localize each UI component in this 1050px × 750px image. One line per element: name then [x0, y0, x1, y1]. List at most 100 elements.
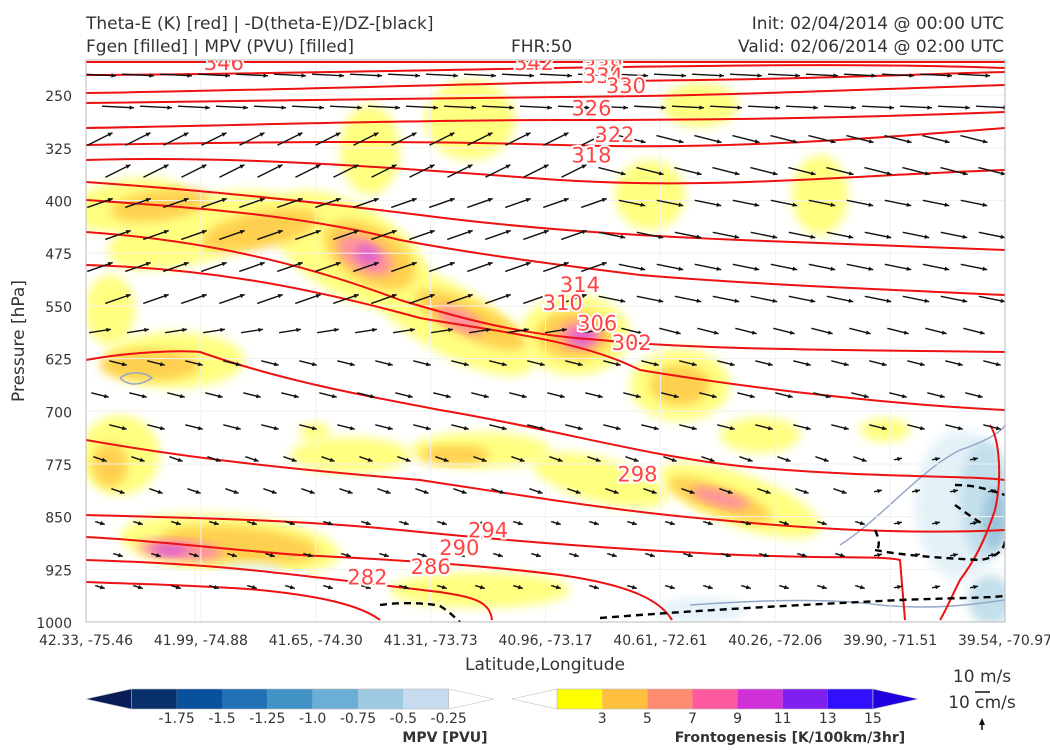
- wind-vector-head: [973, 520, 978, 526]
- wind-vector-head: [859, 521, 865, 526]
- wind-vector-head: [433, 105, 438, 110]
- wind-vector-head: [353, 229, 359, 235]
- wind-vector-head: [233, 489, 239, 494]
- wind-vector-head: [471, 105, 476, 110]
- wind-vector-head: [734, 298, 740, 303]
- wind-vector-head: [293, 393, 299, 399]
- wind-vector-head: [182, 327, 187, 333]
- wind-vector-head: [792, 202, 798, 207]
- wind-vector-head: [707, 521, 713, 526]
- wind-vector: [557, 105, 591, 109]
- y-tick-label: 400: [45, 195, 72, 211]
- wind-vector-head: [915, 552, 920, 558]
- wind-vector-head: [640, 202, 646, 207]
- wind-vector-head: [868, 202, 874, 207]
- wind-vector-head: [183, 261, 189, 267]
- wind-vector: [957, 73, 991, 77]
- wind-vector-head: [179, 393, 185, 399]
- wind-vector-head: [201, 164, 207, 169]
- terrain-mask: [87, 571, 307, 621]
- x-axis-label: Latitude,Longitude: [465, 655, 625, 675]
- wind-vector-head: [119, 489, 125, 494]
- wind-vector-head: [411, 261, 417, 267]
- wind-vector-head: [505, 293, 511, 299]
- wind-vector: [691, 73, 725, 77]
- wind-vector-head: [167, 105, 172, 110]
- wind-vector-head: [445, 393, 451, 399]
- wind-vector-head: [557, 457, 563, 462]
- x-tick-label: 40.96, -73.17: [498, 633, 592, 649]
- wind-vector-head: [871, 73, 876, 78]
- theta-e-label: 342: [514, 51, 554, 75]
- wind-vector-head: [810, 234, 816, 239]
- wind-vector-head: [863, 393, 869, 399]
- theta-e-contour: [86, 514, 906, 621]
- theta-e-contour: [86, 60, 1005, 64]
- wind-vector-head: [555, 585, 561, 590]
- wind-vector-head: [631, 585, 637, 590]
- theta-e-contour: [86, 64, 1005, 76]
- wind-vector: [581, 132, 607, 146]
- wind-vector-head: [253, 457, 259, 462]
- theta-e-label: 330: [606, 74, 646, 98]
- stability-contour: [954, 504, 986, 527]
- wind-vector-head: [947, 73, 952, 78]
- wind-vector-head: [927, 105, 932, 110]
- wind-vector: [618, 134, 646, 144]
- fill-blob: [983, 490, 1005, 550]
- wind-vector-head: [453, 73, 458, 78]
- wind-vector-head: [671, 457, 677, 462]
- wind-vector-head: [669, 521, 675, 526]
- wind-vector-head: [387, 425, 393, 431]
- wind-vector-head: [373, 132, 379, 137]
- wind-vector: [864, 166, 892, 176]
- vector-key: 10 m/s 10 cm/s: [948, 667, 1016, 730]
- wind-vector-head: [289, 585, 295, 590]
- wind-vector-head: [106, 327, 111, 333]
- wind-vector-head: [273, 425, 279, 431]
- wind-vector-head: [329, 457, 335, 462]
- wind-vector: [197, 73, 231, 77]
- wind-vector-head: [691, 425, 697, 431]
- wind-vector-head: [658, 298, 664, 303]
- wind-vector-head: [658, 234, 664, 239]
- init-time: Init: 02/04/2014 @ 00:00 UTC: [751, 14, 1004, 34]
- wind-vector-head: [345, 553, 351, 558]
- wind-vector-head: [175, 521, 181, 526]
- vector-key-vertical-label: 10 cm/s: [948, 693, 1016, 713]
- fill-blob: [615, 160, 685, 230]
- wind-vector-head: [678, 202, 684, 207]
- wind-vector-head: [821, 585, 827, 590]
- wind-vector-head: [658, 171, 664, 176]
- wind-vector-head: [985, 73, 990, 78]
- wind-vector-head: [467, 229, 473, 235]
- wind-vector-head: [919, 425, 925, 431]
- wind-vector-head: [149, 73, 154, 78]
- wind-vector-head: [661, 105, 666, 110]
- wind-vector-head: [327, 521, 333, 526]
- wind-vector-head: [373, 197, 379, 203]
- wind-vector-head: [635, 393, 641, 399]
- wind-vector-head: [696, 171, 702, 176]
- wind-vector-head: [729, 425, 735, 431]
- wind-vector-head: [615, 425, 621, 431]
- wind-vector-head: [521, 393, 527, 399]
- wind-vector: [709, 105, 743, 109]
- wind-vector: [732, 134, 760, 144]
- wind-vector-head: [1000, 234, 1005, 239]
- wind-vector-head: [711, 393, 717, 399]
- theta-e-label: 334: [583, 64, 623, 88]
- wind-vector-head: [365, 585, 371, 590]
- wind-vector-head: [543, 293, 549, 299]
- wind-vector-head: [505, 164, 511, 169]
- wind-vector: [405, 105, 439, 109]
- theta-e-label: 282: [347, 566, 387, 590]
- theta-e-contours: [86, 60, 1005, 622]
- wind-vector-head: [145, 132, 151, 137]
- colorbar-swatch: [827, 689, 873, 709]
- colorbar-swatch: [782, 689, 828, 709]
- wind-vector-head: [335, 261, 341, 267]
- wind-vector-head: [944, 266, 950, 271]
- wind-vector-head: [772, 234, 778, 239]
- wind-vector-head: [563, 132, 569, 137]
